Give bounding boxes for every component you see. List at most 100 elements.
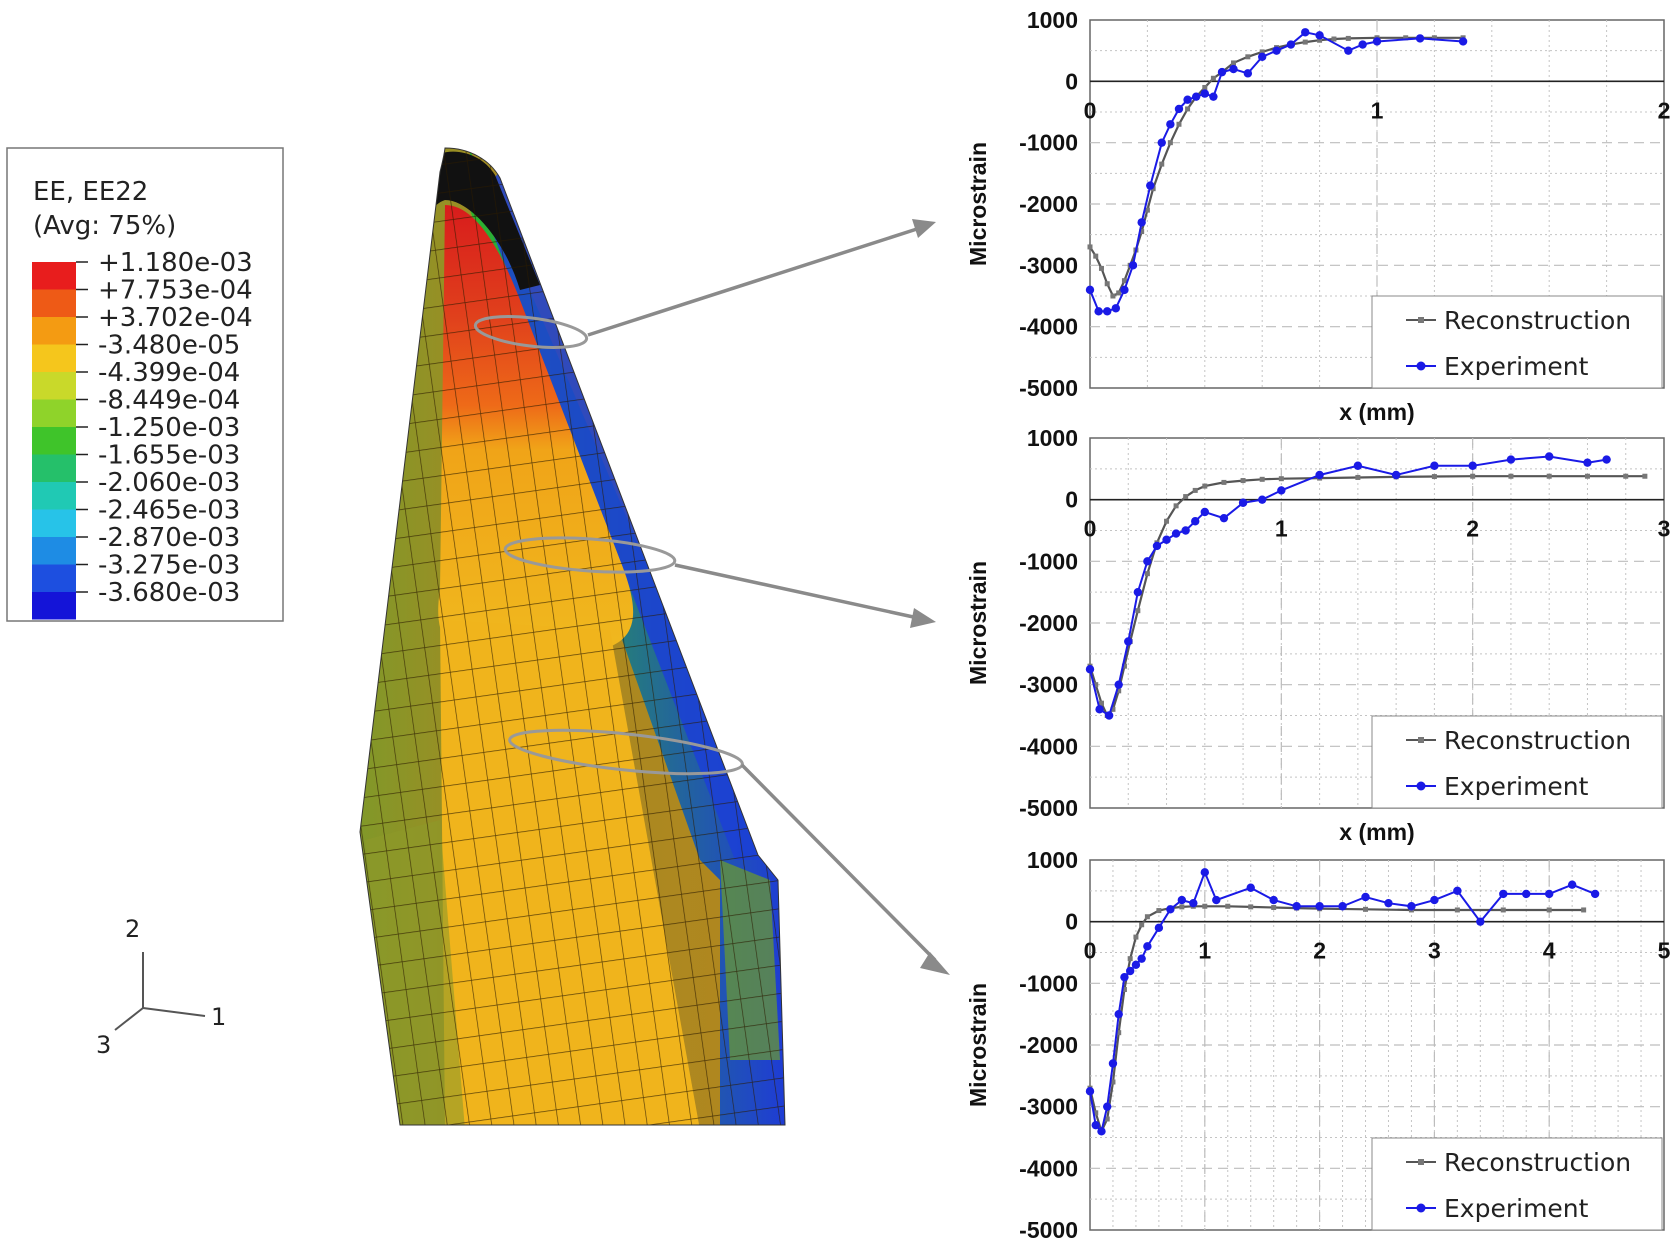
reconstruction-point bbox=[1431, 35, 1437, 41]
reconstruction-point bbox=[1127, 956, 1133, 962]
legend-level-label: -4.399e-04 bbox=[98, 358, 240, 388]
y-tick-label: 0 bbox=[1065, 487, 1078, 513]
reconstruction-point bbox=[1121, 987, 1127, 992]
reconstruction-point bbox=[1104, 1116, 1110, 1122]
legend-swatch bbox=[32, 344, 76, 372]
legend-marker bbox=[1416, 1203, 1426, 1213]
reconstruction-point bbox=[1231, 60, 1236, 66]
experiment-point bbox=[1191, 92, 1201, 101]
legend-series-label: Experiment bbox=[1444, 352, 1589, 381]
experiment-point bbox=[1200, 868, 1210, 877]
legend-series-label: Reconstruction bbox=[1444, 1148, 1631, 1177]
experiment-point bbox=[1258, 52, 1267, 61]
legend-swatch bbox=[32, 427, 76, 455]
legend-swatch bbox=[32, 454, 76, 482]
experiment-point bbox=[1157, 138, 1166, 147]
reconstruction-point bbox=[1581, 907, 1587, 913]
x-tick-label: 2 bbox=[1658, 97, 1671, 123]
y-tick-label: -3000 bbox=[1019, 1094, 1078, 1120]
experiment-point bbox=[1143, 942, 1152, 951]
experiment-point bbox=[1104, 711, 1114, 720]
y-tick-label: -5000 bbox=[1019, 795, 1078, 821]
x-tick-label: 3 bbox=[1658, 516, 1671, 542]
reconstruction-point bbox=[1192, 487, 1198, 493]
reconstruction-point bbox=[1176, 121, 1182, 127]
reconstruction-point bbox=[1278, 476, 1284, 482]
reconstruction-point bbox=[1240, 478, 1246, 484]
legend-swatch bbox=[32, 399, 76, 427]
y-tick-label: 0 bbox=[1065, 68, 1078, 94]
experiment-point bbox=[1315, 902, 1324, 911]
x-tick-label: 1 bbox=[1198, 938, 1211, 964]
triad-label-3: 3 bbox=[96, 1031, 111, 1059]
experiment-point bbox=[1200, 507, 1210, 517]
experiment-point bbox=[1590, 889, 1600, 899]
experiment-point bbox=[1166, 905, 1175, 914]
experiment-point bbox=[1171, 529, 1181, 538]
contour-legend-title: EE, EE22 bbox=[33, 177, 148, 207]
legend-marker bbox=[1416, 781, 1426, 791]
legend-level-label: +3.702e-04 bbox=[98, 303, 253, 333]
reconstruction-point bbox=[1144, 571, 1150, 577]
experiment-point bbox=[1189, 898, 1198, 908]
experiment-point bbox=[1212, 895, 1221, 905]
experiment-point bbox=[1545, 889, 1554, 899]
x-axis-label: x (mm) bbox=[1339, 399, 1414, 425]
experiment-point bbox=[1154, 923, 1164, 933]
arrow-head-1 bbox=[912, 219, 936, 238]
legend-level-label: -3.480e-05 bbox=[98, 331, 240, 361]
experiment-point bbox=[1272, 46, 1281, 55]
reconstruction-point bbox=[1221, 479, 1227, 485]
experiment-point bbox=[1292, 902, 1301, 911]
legend-marker bbox=[1418, 1159, 1424, 1165]
y-axis-label: Microstrain bbox=[965, 561, 991, 685]
reconstruction-point bbox=[1454, 907, 1460, 913]
pointer-arrows bbox=[587, 219, 950, 975]
reconstruction-point bbox=[1259, 49, 1265, 55]
fe-model-view bbox=[359, 147, 950, 1126]
x-tick-label: 0 bbox=[1084, 97, 1097, 123]
reconstruction-point bbox=[1546, 907, 1552, 913]
legend-series-label: Experiment bbox=[1444, 772, 1589, 801]
x-tick-label: 3 bbox=[1428, 938, 1441, 964]
experiment-point bbox=[1277, 486, 1286, 495]
experiment-point bbox=[1344, 46, 1353, 55]
experiment-point bbox=[1097, 1127, 1106, 1136]
section-ellipse-2 bbox=[503, 536, 677, 574]
triad-axis-1 bbox=[142, 1007, 206, 1017]
reconstruction-point bbox=[1403, 35, 1409, 41]
y-tick-label: -5000 bbox=[1019, 1217, 1078, 1240]
reconstruction-point bbox=[1144, 914, 1150, 920]
experiment-point bbox=[1301, 28, 1310, 37]
experiment-point bbox=[1103, 307, 1112, 316]
experiment-point bbox=[1137, 954, 1146, 963]
reconstruction-point bbox=[1121, 278, 1127, 284]
experiment-point bbox=[1384, 898, 1393, 908]
experiment-point bbox=[1315, 470, 1324, 480]
contour-legend: EE, EE22 (Avg: 75%) +1.180e-03+7.753e-04… bbox=[6, 147, 284, 622]
legend-level-label: -2.060e-03 bbox=[98, 468, 240, 498]
experiment-point bbox=[1128, 261, 1138, 270]
section-ellipse-3 bbox=[508, 728, 744, 776]
reconstruction-point bbox=[1271, 904, 1277, 910]
experiment-point bbox=[1166, 120, 1175, 129]
reconstruction-point bbox=[1150, 186, 1156, 192]
legend-swatch bbox=[32, 482, 76, 510]
experiment-point bbox=[1229, 64, 1238, 74]
experiment-point bbox=[1391, 470, 1401, 480]
reconstruction-point bbox=[1173, 503, 1179, 509]
reconstruction-point bbox=[1167, 140, 1173, 146]
legend-level-label: -2.465e-03 bbox=[98, 496, 240, 526]
reconstruction-point bbox=[1248, 904, 1254, 910]
reconstruction-point bbox=[1121, 663, 1127, 669]
y-tick-label: -1000 bbox=[1019, 130, 1078, 156]
experiment-point bbox=[1286, 40, 1296, 49]
experiment-point bbox=[1124, 637, 1133, 646]
legend-level-label: -3.275e-03 bbox=[98, 551, 240, 581]
legend-swatch bbox=[32, 564, 76, 592]
reconstruction-point bbox=[1087, 244, 1093, 250]
experiment-point bbox=[1583, 458, 1592, 467]
legend-swatch bbox=[32, 262, 76, 290]
experiment-point bbox=[1094, 307, 1103, 316]
